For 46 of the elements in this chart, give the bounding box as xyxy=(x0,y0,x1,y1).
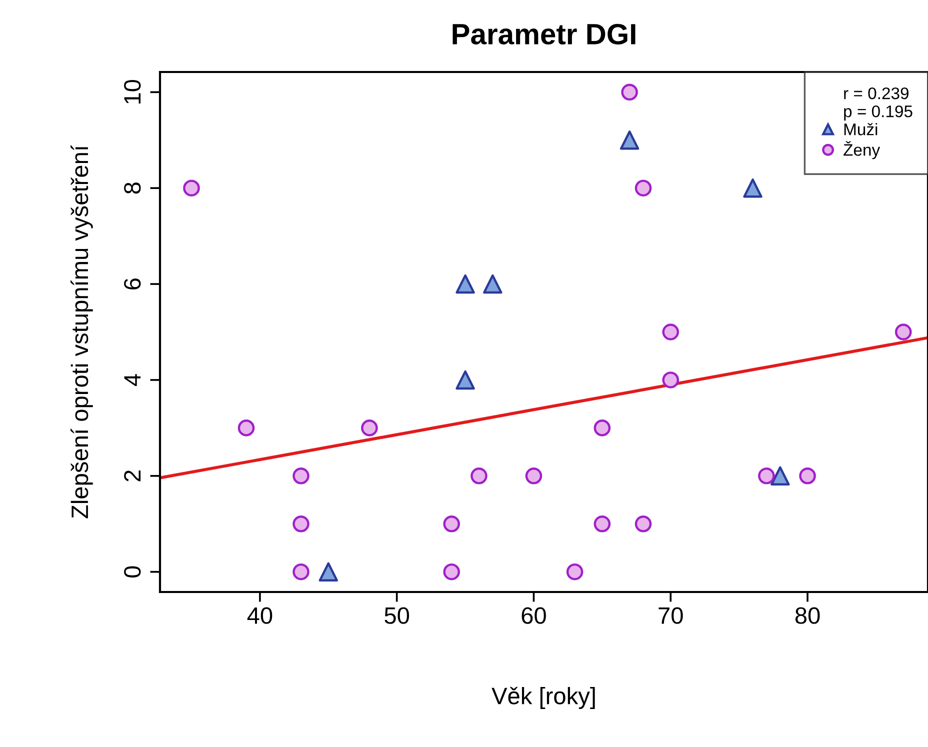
point xyxy=(183,180,200,196)
legend-label: Muži xyxy=(844,123,878,136)
point xyxy=(318,562,338,582)
point xyxy=(456,274,475,294)
point xyxy=(594,515,611,532)
point xyxy=(361,420,378,436)
y-tick-label: 4 xyxy=(124,374,141,386)
y-tick-label: 10 xyxy=(124,80,141,104)
x-tick-label: 40 xyxy=(247,607,272,624)
point xyxy=(292,468,310,484)
y-tick-label: 8 xyxy=(124,182,141,194)
annotation: p = 0.195 xyxy=(844,105,912,121)
point xyxy=(483,274,502,294)
point xyxy=(620,130,640,150)
point xyxy=(443,563,460,580)
point xyxy=(525,468,542,484)
point xyxy=(662,372,680,388)
point xyxy=(743,178,762,198)
point xyxy=(758,468,775,484)
point xyxy=(621,84,638,101)
y-axis-title: Zlepšení oproti vstupnímu vyšetření xyxy=(70,145,93,518)
point xyxy=(470,468,488,484)
point xyxy=(238,420,255,436)
point xyxy=(292,515,310,532)
annotation: r = 0.239 xyxy=(844,87,908,100)
point xyxy=(634,180,652,196)
y-tick-label: 2 xyxy=(124,470,141,482)
x-tick-label: 60 xyxy=(522,607,546,624)
point xyxy=(799,468,816,484)
point xyxy=(594,420,611,436)
y-tick-label: 0 xyxy=(124,566,141,578)
y-tick-label: 6 xyxy=(124,278,141,290)
point xyxy=(566,563,584,580)
x-tick-label: 80 xyxy=(795,607,820,624)
point xyxy=(770,466,790,486)
point xyxy=(662,324,680,340)
point xyxy=(443,515,460,532)
x-tick-label: 70 xyxy=(658,607,683,624)
point xyxy=(456,370,475,390)
point xyxy=(894,324,912,340)
x-tick-label: 50 xyxy=(384,607,410,624)
legend-label: Ženy xyxy=(844,141,880,160)
point xyxy=(634,515,652,532)
point xyxy=(292,563,310,580)
chart-title: Parametr DGI xyxy=(452,24,636,45)
x-axis-title: Věk [roky] xyxy=(492,686,595,710)
